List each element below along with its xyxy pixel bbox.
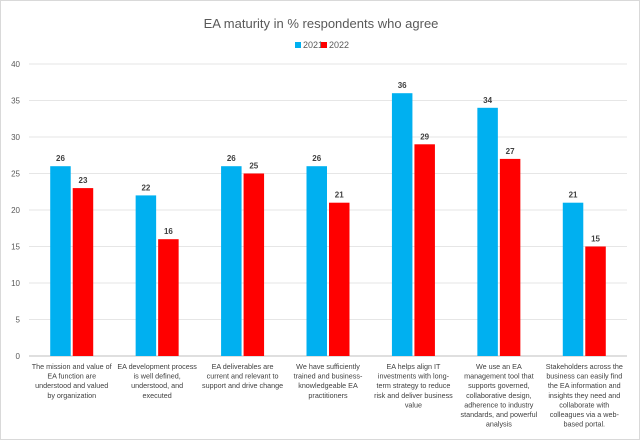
data-label-2022-5: 29	[420, 132, 429, 141]
bar-2021-7	[562, 202, 584, 356]
bar-2022-4	[329, 202, 350, 356]
legend-swatch-2021	[295, 42, 301, 48]
bar-2022-7	[585, 246, 606, 356]
legend-label-2021: 2021	[303, 40, 323, 50]
y-tick-label-10: 10	[11, 279, 20, 288]
data-label-2022-4: 21	[335, 191, 344, 200]
chart-title: EA maturity in % respondents who agree	[204, 16, 439, 31]
data-label-2022-7: 15	[591, 235, 600, 244]
bar-2021-6	[477, 107, 498, 356]
y-tick-label-30: 30	[11, 133, 20, 142]
bar-2021-5	[391, 93, 413, 356]
bar-2022-2	[158, 239, 179, 356]
data-label-2021-1: 26	[56, 154, 65, 163]
data-label-2022-3: 25	[249, 162, 258, 171]
y-tick-label-25: 25	[11, 170, 20, 179]
data-label-2022-1: 23	[79, 176, 88, 185]
bars: 26 22 26 26 36 34 21 23 16 25 21 29 27 15	[50, 81, 606, 356]
bar-2022-5	[414, 144, 435, 356]
bar-2022-1	[72, 188, 94, 356]
y-tick-label-5: 5	[16, 316, 21, 325]
category-label-4: We have sufficiently trained and business…	[294, 362, 363, 400]
category-label-1: The mission and value of EA function are u…	[32, 362, 112, 400]
data-label-2021-3: 26	[227, 154, 236, 163]
bar-2021-3	[221, 166, 242, 356]
legend: 2021 2022	[295, 40, 349, 50]
x-axis: The mission and value of EA function are u…	[32, 362, 623, 429]
data-label-2022-6: 27	[506, 147, 515, 156]
bar-2022-3	[243, 173, 265, 356]
y-tick-label-40: 40	[11, 60, 20, 69]
category-label-6: We use an EA management tool that supports…	[460, 362, 537, 429]
legend-label-2022: 2022	[329, 40, 349, 50]
category-label-3: EA deliverables are current and relevant …	[202, 362, 283, 390]
bar-2021-1	[50, 166, 71, 356]
category-label-5: EA helps align IT investments with long-t…	[374, 362, 453, 409]
data-label-2021-7: 21	[569, 191, 578, 200]
category-label-7: Stakeholders across the business can easi…	[546, 362, 623, 429]
y-tick-label-20: 20	[11, 206, 20, 215]
y-axis: 0 5 10 15 20 25 30 35 40	[11, 60, 20, 361]
data-label-2021-4: 26	[312, 154, 321, 163]
y-tick-label-35: 35	[11, 97, 20, 106]
bar-2022-6	[499, 158, 521, 356]
legend-swatch-2022	[321, 42, 327, 48]
category-label-2: EA development process is well defined, un…	[117, 362, 197, 400]
data-label-2021-6: 34	[483, 96, 492, 105]
y-tick-label-0: 0	[16, 352, 21, 361]
gridlines	[29, 63, 627, 357]
data-label-2022-2: 16	[164, 227, 173, 236]
bar-2021-4	[306, 166, 327, 356]
bar-2021-2	[135, 195, 157, 356]
data-label-2021-5: 36	[398, 81, 407, 90]
data-label-2021-2: 22	[141, 183, 150, 192]
y-tick-label-15: 15	[11, 243, 20, 252]
